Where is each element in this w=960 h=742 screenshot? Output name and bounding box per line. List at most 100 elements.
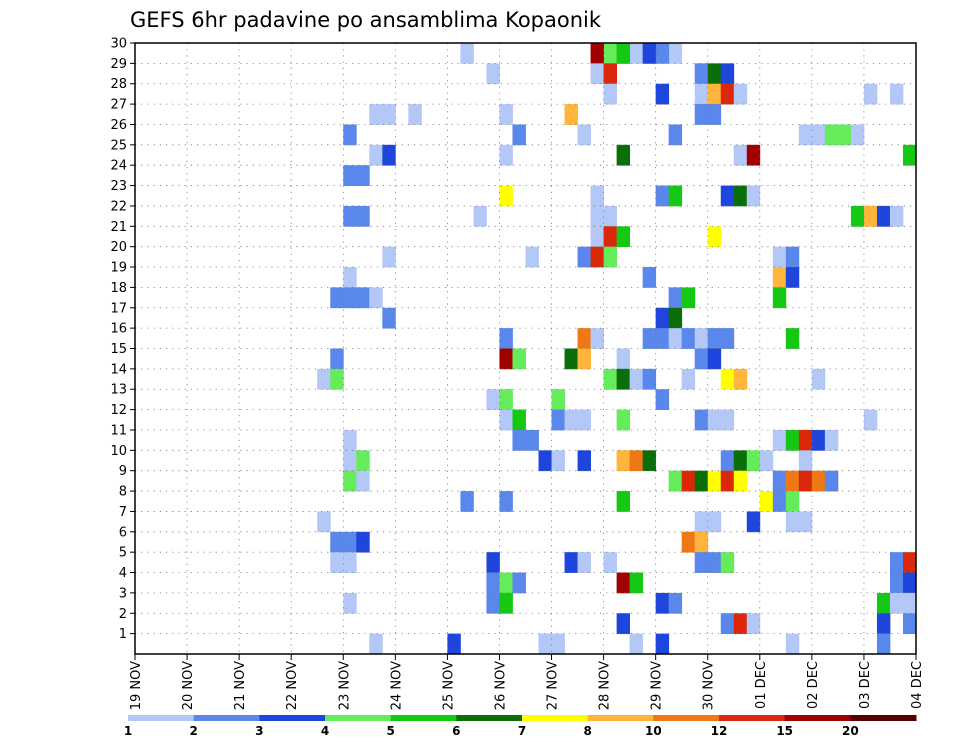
heatmap-cell	[720, 368, 735, 390]
heatmap-cell	[486, 552, 500, 573]
heatmap-cell	[460, 491, 474, 512]
heatmap-cell	[694, 531, 709, 553]
heatmap-cell	[603, 226, 618, 248]
y-tick-label: 3	[119, 586, 127, 601]
heatmap-cell	[655, 307, 670, 329]
heatmap-cell	[499, 328, 513, 349]
heatmap-cell	[603, 205, 618, 227]
heatmap-cell	[785, 267, 800, 288]
heatmap-cell	[369, 287, 383, 309]
y-tick-label: 20	[110, 240, 127, 255]
heatmap-cell	[850, 124, 865, 146]
heatmap-cell	[876, 613, 891, 635]
heatmap-cell	[317, 511, 331, 533]
heatmap-cell	[694, 104, 709, 125]
heatmap-cell	[655, 185, 670, 207]
y-axis-ticks: 1234567891011121314151617181920212223242…	[110, 37, 135, 642]
heatmap-cell	[876, 205, 891, 227]
colorbar-label: 12	[711, 724, 728, 738]
heatmap-cell	[824, 124, 839, 146]
heatmap-cell	[512, 348, 526, 370]
heatmap-cell	[798, 429, 813, 451]
heatmap-cell	[707, 552, 722, 573]
heatmap-cell	[720, 450, 735, 472]
y-tick-label: 30	[110, 37, 127, 52]
heatmap-cell	[720, 328, 735, 349]
heatmap-cell	[720, 63, 735, 85]
heatmap-cell	[577, 246, 591, 268]
heatmap-cell	[746, 450, 761, 472]
y-tick-label: 1	[119, 627, 127, 642]
heatmap-cell	[499, 185, 513, 207]
heatmap-cell	[356, 470, 370, 492]
x-tick-label: 28 NOV	[598, 661, 613, 710]
heatmap-cell	[772, 470, 787, 492]
heatmap-cell	[629, 368, 644, 390]
heatmap-cell	[486, 63, 500, 85]
heatmap-cell	[590, 63, 604, 85]
y-tick-label: 12	[110, 403, 127, 418]
y-tick-label: 17	[110, 301, 127, 316]
heatmap-cell	[785, 511, 800, 533]
heatmap-cell	[746, 613, 761, 635]
heatmap-cell	[681, 328, 696, 349]
x-tick-label: 22 NOV	[285, 661, 300, 710]
heatmap-cell	[811, 368, 826, 390]
heatmap-cell	[863, 205, 878, 227]
heatmap-cell	[343, 470, 357, 492]
heatmap-cell	[629, 633, 644, 655]
heatmap-cell	[746, 511, 761, 533]
y-tick-label: 11	[110, 423, 127, 438]
heatmap-cell	[499, 104, 513, 125]
heatmap-cell	[343, 124, 357, 146]
heatmap-cell	[538, 633, 552, 655]
heatmap-cell	[317, 368, 331, 390]
heatmap-cell	[603, 368, 618, 390]
heatmap-cell	[629, 43, 644, 64]
heatmap-cell	[772, 246, 787, 268]
heatmap-cell	[382, 307, 396, 329]
heatmap-cell	[681, 470, 696, 492]
y-tick-label: 21	[110, 220, 127, 235]
heatmap-cell	[720, 185, 735, 207]
heatmap-cell	[616, 43, 631, 64]
plot-frame	[134, 42, 917, 655]
heatmap-cell	[733, 185, 748, 207]
heatmap-cell	[343, 531, 357, 553]
x-tick-label: 02 DEC	[806, 661, 821, 709]
colorbar-segment	[325, 715, 392, 721]
x-tick-label: 21 NOV	[233, 661, 248, 710]
colorbar-label: 2	[189, 724, 197, 738]
heatmap-cell	[616, 409, 631, 431]
heatmap-cell	[616, 491, 631, 512]
heatmap-cell	[824, 429, 839, 451]
heatmap-cell	[772, 429, 787, 451]
heatmap-cell	[694, 348, 709, 370]
heatmap-cell	[642, 43, 657, 64]
heatmap-cell	[785, 633, 800, 655]
y-tick-label: 19	[110, 261, 127, 276]
heatmap-cell	[668, 43, 683, 64]
heatmap-cell	[551, 450, 565, 472]
heatmap-cell	[369, 633, 383, 655]
heatmap-cell	[707, 348, 722, 370]
heatmap-cell	[577, 328, 591, 349]
heatmap-cell	[564, 104, 578, 125]
heatmap-cell	[720, 613, 735, 635]
heatmap-cell	[642, 328, 657, 349]
heatmap-cell	[343, 592, 357, 614]
heatmap-cell	[733, 450, 748, 472]
heatmap-cell	[707, 409, 722, 431]
heatmap-cell	[616, 613, 631, 635]
heatmap-cell	[850, 205, 865, 227]
x-tick-label: 04 DEC	[910, 661, 925, 709]
heatmap-cell	[668, 307, 683, 329]
heatmap-cell	[343, 450, 357, 472]
heatmap-cell	[525, 246, 539, 268]
colorbar-segment	[522, 715, 589, 721]
y-tick-label: 27	[110, 98, 127, 113]
heatmap-cell	[733, 368, 748, 390]
heatmap-cell	[694, 470, 709, 492]
heatmap-cell	[356, 165, 370, 186]
